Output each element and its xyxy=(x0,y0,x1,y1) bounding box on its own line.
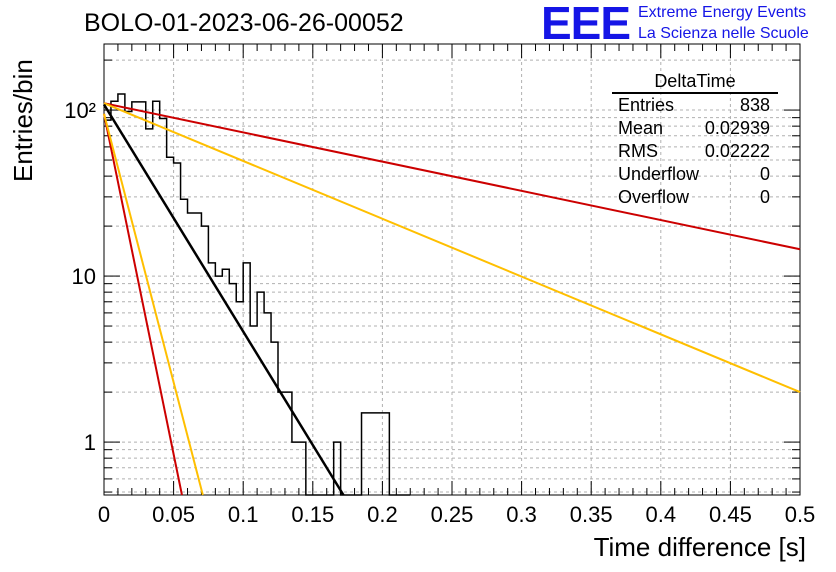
stats-row-entries: Entries 838 xyxy=(612,94,778,117)
org-name: Extreme Energy Events xyxy=(638,4,807,21)
y-tick-label: 1 xyxy=(84,430,96,455)
org-subtitle: La Scienza nelle Scuole xyxy=(638,25,809,42)
fit-line-4 xyxy=(103,113,204,496)
x-tick-label: 0.3 xyxy=(506,502,537,527)
x-tick-label: 0.15 xyxy=(291,502,334,527)
x-tick-label: 0.1 xyxy=(228,502,259,527)
fit-line-1 xyxy=(103,102,801,394)
x-tick-label: 0.2 xyxy=(367,502,398,527)
stats-label: Entries xyxy=(618,95,675,115)
stats-value: 0.02939 xyxy=(704,118,770,138)
fit-line-0 xyxy=(103,102,801,251)
y-axis-label: Entries/bin xyxy=(8,59,38,182)
y-tick-label: 10 xyxy=(72,264,96,289)
stats-label: Underflow xyxy=(618,164,700,184)
stats-label: RMS xyxy=(618,141,658,161)
x-tick-label: 0.45 xyxy=(709,502,752,527)
page-title: BOLO-01-2023-06-26-00052 xyxy=(84,9,404,37)
x-tick-label: 0.05 xyxy=(152,502,195,527)
x-tick-label: 0.4 xyxy=(646,502,677,527)
stats-value: 0 xyxy=(759,187,770,207)
x-axis-label: Time difference [s] xyxy=(593,532,806,562)
fit-line-3 xyxy=(103,113,183,496)
fit-line-2 xyxy=(102,103,345,496)
stats-row-overflow: Overflow 0 xyxy=(612,186,778,209)
stats-row-mean: Mean 0.02939 xyxy=(612,117,778,140)
stats-value: 838 xyxy=(739,95,770,115)
stats-value: 0 xyxy=(759,164,770,184)
plot-frame xyxy=(103,43,801,496)
x-tick-label: 0.25 xyxy=(431,502,474,527)
x-tick-label: 0.35 xyxy=(570,502,613,527)
stats-value: 0.02222 xyxy=(704,141,770,161)
stats-box-title: DeltaTime xyxy=(612,70,778,94)
stats-box: DeltaTime Entries 838 Mean 0.02939 RMS 0… xyxy=(612,70,778,209)
x-tick-label: 0.5 xyxy=(785,502,816,527)
stats-row-underflow: Underflow 0 xyxy=(612,163,778,186)
stats-label: Overflow xyxy=(618,187,690,207)
y-tick-label: 10² xyxy=(64,98,96,123)
x-tick-label: 0 xyxy=(98,502,110,527)
eee-logo: EEE xyxy=(541,0,631,49)
stats-row-rms: RMS 0.02222 xyxy=(612,140,778,163)
stats-label: Mean xyxy=(618,118,664,138)
